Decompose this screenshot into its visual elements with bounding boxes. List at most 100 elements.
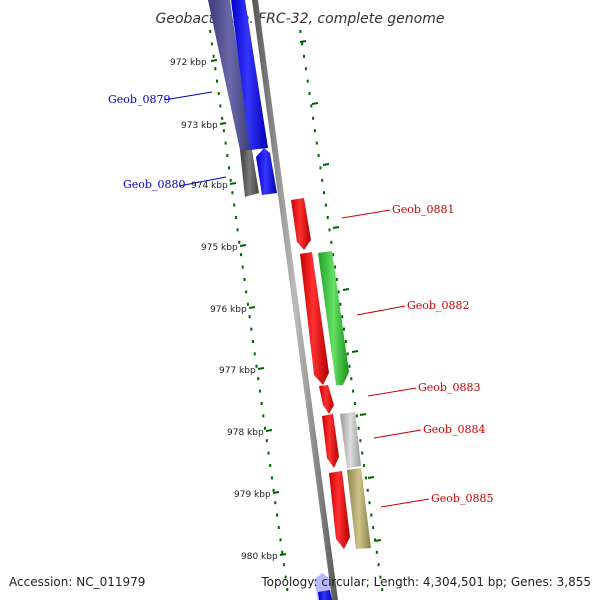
scale-tick-dot [265, 439, 268, 443]
feature-gray-bar[interactable] [240, 150, 259, 197]
gene-arrow-geob-0883[interactable] [319, 385, 334, 414]
scale-tick-dot [233, 203, 236, 207]
scale-tick-dot [219, 104, 222, 108]
scale-tick-dot [279, 538, 282, 542]
scale-tick-dot [214, 67, 217, 71]
scale-tick-dot [238, 240, 241, 244]
scale-tick-dot [221, 116, 224, 120]
scale-tick-dot [324, 203, 327, 207]
scale-tick-dot [304, 67, 307, 71]
leader-geob-0884 [373, 429, 422, 439]
scale-tick-dot [337, 290, 340, 294]
scale-tick-dot [245, 290, 248, 294]
scale-tick-dot [332, 253, 335, 257]
scale-tick-dot [357, 426, 360, 430]
scale-tick-dot [379, 575, 382, 579]
scale-tick-dot [346, 352, 349, 356]
gene-arrow-geob-0881[interactable] [291, 198, 311, 250]
scale-label-978: 978 kbp [227, 428, 264, 438]
leader-geob-0885 [380, 498, 430, 508]
leader-geob-0880 [178, 176, 227, 187]
scale-tick-dot [323, 191, 325, 195]
scale-tick-dot [335, 278, 338, 281]
scale-tick-dot [262, 414, 265, 418]
scale-tick-dot [313, 129, 316, 133]
scale-tick-dot [216, 79, 218, 83]
gene-arrow-geob-0882[interactable] [300, 252, 329, 385]
scale-tick-dot [269, 464, 272, 467]
scale-tick-dot [243, 278, 246, 281]
gene-label-geob-0885[interactable]: Geob_0885 [431, 492, 493, 505]
scale-tick-dot [241, 265, 244, 269]
gene-label-geob-0884[interactable]: Geob_0884 [423, 423, 485, 436]
scale-tick-dot [366, 488, 369, 492]
feature-lightgray-bar[interactable] [340, 412, 361, 468]
scale-tick-dot [312, 116, 315, 120]
scale-tick-dot [282, 563, 285, 567]
scale-tick-dot [341, 315, 344, 319]
scale-tick-dot [355, 414, 358, 418]
scale-tick-dot [319, 166, 322, 170]
scale-tick-dot [363, 464, 366, 467]
gene-label-geob-0882[interactable]: Geob_0882 [407, 299, 469, 312]
scale-label-976: 976 kbp [210, 305, 247, 315]
gene-label-geob-0881[interactable]: Geob_0881 [392, 203, 454, 216]
scale-tick-dot [315, 141, 318, 145]
scale-tick-dot [248, 315, 251, 319]
scale-tick-dot [217, 92, 220, 95]
scale-ticks [209, 30, 384, 591]
scale-tick-dot [210, 42, 213, 46]
major-ticks [210, 40, 382, 556]
scale-tick-dot [343, 327, 345, 331]
scale-tick-dot [209, 30, 212, 33]
genome-summary-text: Topology: circular; Length: 4,304,501 bp… [260, 575, 591, 589]
scale-tick-dot [267, 451, 270, 455]
scale-label-977: 977 kbp [219, 366, 256, 376]
scale-tick-dot [281, 550, 284, 554]
feature-purple-bar[interactable] [208, 0, 252, 150]
feature-green-bar[interactable] [318, 251, 349, 385]
scale-tick-dot [352, 389, 355, 393]
scale-tick-dot [286, 588, 289, 591]
gene-arrow-geob-0880[interactable] [256, 148, 277, 195]
scale-tick-dot [317, 154, 320, 157]
scale-tick-dot [258, 389, 261, 393]
scale-tick-dot [257, 377, 260, 381]
scale-tick-dot [301, 42, 304, 46]
scale-tick-dot [364, 476, 367, 480]
gene-arrow-geob-0879[interactable] [231, 0, 268, 150]
scale-tick-dot [370, 513, 373, 517]
gene-label-geob-0880[interactable]: Geob_0880 [123, 178, 185, 191]
scale-tick-dot [372, 526, 375, 529]
scale-tick-dot [240, 253, 242, 257]
scale-tick-dot [330, 240, 333, 244]
scale-tick-dot [234, 216, 237, 219]
scale-tick-dot [260, 402, 263, 405]
scale-tick-dot [264, 426, 266, 430]
gene-label-geob-0883[interactable]: Geob_0883 [418, 381, 480, 394]
scale-tick-dot [252, 340, 254, 343]
scale-label-980: 980 kbp [241, 552, 278, 562]
scale-label-973: 973 kbp [181, 121, 218, 131]
scale-tick-dot [212, 54, 215, 58]
gene-arrow-geob-0885[interactable] [329, 471, 350, 549]
scale-label-974: 974 kbp [191, 181, 228, 191]
leader-geob-0883 [367, 387, 417, 397]
leader-geob-0882 [356, 305, 406, 316]
scale-tick-dot [229, 178, 232, 182]
genome-backbone [252, 0, 338, 600]
gene-arrow-geob-0884[interactable] [322, 414, 339, 468]
scale-tick-dot [303, 54, 305, 58]
scale-tick-dot [348, 364, 351, 368]
scale-tick-dot [274, 501, 277, 505]
scale-tick-dot [310, 104, 313, 108]
scale-tick-dot [368, 501, 371, 505]
scale-tick-dot [321, 178, 324, 182]
scale-tick-dot [228, 166, 230, 170]
scale-tick-dot [377, 563, 380, 567]
feature-olive-bar[interactable] [347, 468, 371, 549]
gene-label-geob-0879[interactable]: Geob_0879 [108, 93, 170, 106]
scale-tick-dot [270, 476, 273, 480]
